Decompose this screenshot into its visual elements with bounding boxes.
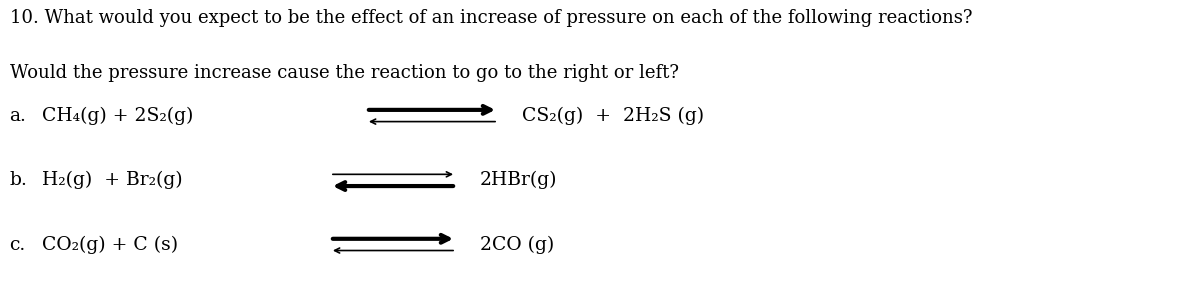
Text: 2CO (g): 2CO (g) bbox=[480, 236, 554, 254]
Text: CO₂(g) + C (s): CO₂(g) + C (s) bbox=[42, 236, 178, 254]
Text: CS₂(g)  +  2H₂S (g): CS₂(g) + 2H₂S (g) bbox=[522, 107, 704, 125]
Text: H₂(g)  + Br₂(g): H₂(g) + Br₂(g) bbox=[42, 171, 182, 189]
Text: 2HBr(g): 2HBr(g) bbox=[480, 171, 558, 189]
Text: a.: a. bbox=[10, 107, 26, 125]
Text: 10. What would you expect to be the effect of an increase of pressure on each of: 10. What would you expect to be the effe… bbox=[10, 9, 972, 27]
Text: c.: c. bbox=[10, 236, 26, 254]
Text: b.: b. bbox=[10, 171, 28, 189]
Text: CH₄(g) + 2S₂(g): CH₄(g) + 2S₂(g) bbox=[42, 107, 193, 125]
Text: Would the pressure increase cause the reaction to go to the right or left?: Would the pressure increase cause the re… bbox=[10, 64, 679, 82]
